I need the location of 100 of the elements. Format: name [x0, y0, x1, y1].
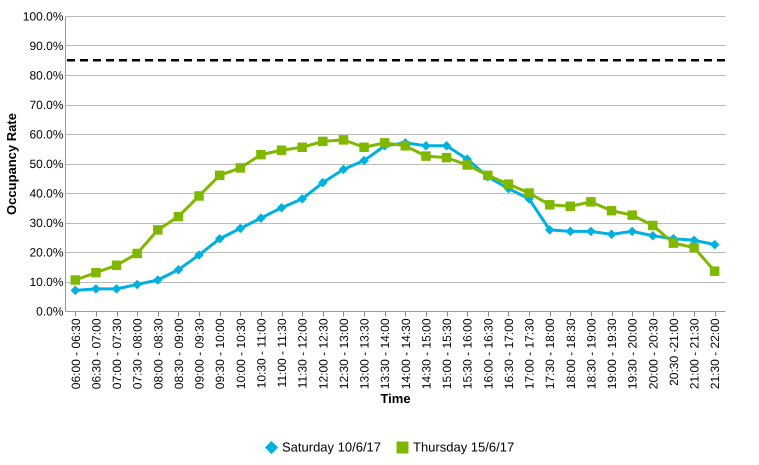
point [627, 210, 637, 220]
y-tick-label: 40.0% [29, 186, 64, 200]
x-tick-label: 08:30 - 09:00 [172, 318, 186, 390]
y-tick-label: 0.0% [36, 304, 64, 318]
x-tick-label: 12:00 - 12:30 [316, 318, 330, 390]
point [606, 230, 616, 240]
point [566, 226, 576, 236]
point [91, 268, 101, 278]
point [318, 136, 328, 146]
point [338, 164, 348, 174]
point [297, 194, 307, 204]
y-axis-title: Occupancy Rate [4, 113, 19, 215]
x-tick-label: 06:30 - 07:00 [89, 318, 104, 390]
point [627, 226, 637, 236]
x-tick-label: 09:30 - 10:00 [213, 318, 228, 390]
point [606, 206, 616, 216]
point [276, 203, 286, 212]
point [194, 250, 204, 260]
point [380, 138, 390, 148]
point [236, 224, 246, 234]
point [462, 160, 472, 170]
y-tick-label: 70.0% [29, 98, 64, 112]
point [359, 142, 369, 152]
point [194, 191, 204, 201]
x-tick-label: 18:30 - 19:00 [584, 318, 598, 390]
x-tick-label: 11:30 - 12:00 [296, 318, 310, 388]
legend-label: Saturday 10/6/17 [282, 440, 382, 455]
point [174, 212, 184, 222]
point [689, 242, 699, 252]
y-tick-label: 90.0% [29, 39, 64, 53]
point [91, 284, 101, 294]
y-tick-label: 10.0% [29, 275, 64, 289]
y-tick-label: 80.0% [29, 68, 64, 82]
point [112, 284, 122, 294]
x-tick-label: 21:00 - 21:30 [688, 318, 702, 390]
x-tick-label: 10:30 - 11:00 [254, 318, 268, 388]
point [524, 188, 534, 198]
x-tick-label: 15:00 - 15:30 [440, 318, 454, 390]
point [297, 142, 307, 152]
x-tick-label: 18:00 - 18:30 [564, 318, 578, 390]
point [153, 275, 163, 285]
point [648, 231, 658, 241]
x-tick-label: 17:30 - 18:00 [543, 318, 558, 390]
x-axis-title: Time [380, 391, 411, 406]
x-tick-label: 10:00 - 10:30 [234, 318, 248, 390]
x-tick-label: 20:30 -21:00 [666, 318, 681, 386]
point [544, 200, 554, 210]
x-tick-label: 09:00 - 09:30 [192, 318, 207, 390]
y-tick-label: 30.0% [29, 216, 64, 230]
point [710, 240, 720, 250]
point [70, 275, 80, 285]
x-tick-label: 21:30 - 22:00 [708, 318, 722, 390]
point [338, 135, 348, 145]
point [566, 202, 576, 212]
x-tick-label: 16:00 - 16:30 [481, 318, 496, 390]
x-tick-label: 19:00 - 19:30 [605, 318, 620, 390]
x-tick-label: 07:30 - 08:00 [130, 318, 145, 390]
point [256, 213, 266, 223]
point [70, 286, 80, 296]
x-tick-label: 16:30 - 17:00 [502, 318, 516, 390]
y-tick-label: 20.0% [29, 246, 64, 260]
x-tick-label: 12:30 - 13:00 [336, 318, 351, 390]
x-tick-label: 19:30 - 20:00 [626, 318, 640, 390]
point [544, 225, 554, 235]
point [442, 141, 452, 151]
x-tick-label: 14:00 - 14:30 [398, 318, 413, 390]
point [256, 150, 266, 160]
point [359, 156, 369, 166]
x-tick-label: 13:30 - 14:00 [378, 318, 392, 390]
point [710, 266, 720, 276]
point [214, 170, 224, 180]
x-tick-label: 14:30 - 15:00 [419, 318, 434, 390]
point [153, 225, 163, 235]
point [586, 197, 596, 207]
x-tick-label: 06:00 - 06:30 [68, 318, 83, 390]
point [586, 226, 596, 236]
point [442, 152, 452, 162]
legend-label: Thursday 15/6/17 [413, 440, 514, 455]
point [504, 179, 514, 189]
x-tick-label: 20:00 - 20:30 [646, 318, 660, 390]
x-tick-label: 11:00 - 11:30 [275, 318, 290, 388]
x-tick-label: 07:00 - 07:30 [110, 318, 124, 390]
point [132, 280, 142, 290]
x-tick-label: 13:00 - 13:30 [358, 318, 372, 390]
point [318, 178, 328, 188]
point [421, 151, 431, 161]
y-tick-label: 100.0% [22, 10, 64, 24]
point [214, 234, 224, 244]
point [648, 220, 658, 230]
x-tick-label: 15:30 - 16:00 [460, 318, 475, 390]
point [132, 248, 142, 258]
y-tick-label: 50.0% [29, 157, 64, 171]
point [174, 264, 184, 274]
point [421, 141, 431, 151]
point [236, 163, 246, 173]
point [276, 145, 286, 155]
y-tick-label: 60.0% [29, 128, 64, 142]
x-tick-label: 08:00 - 08:30 [151, 318, 166, 390]
x-tick-label: 17:00 - 17:30 [522, 318, 537, 390]
point [668, 238, 678, 248]
